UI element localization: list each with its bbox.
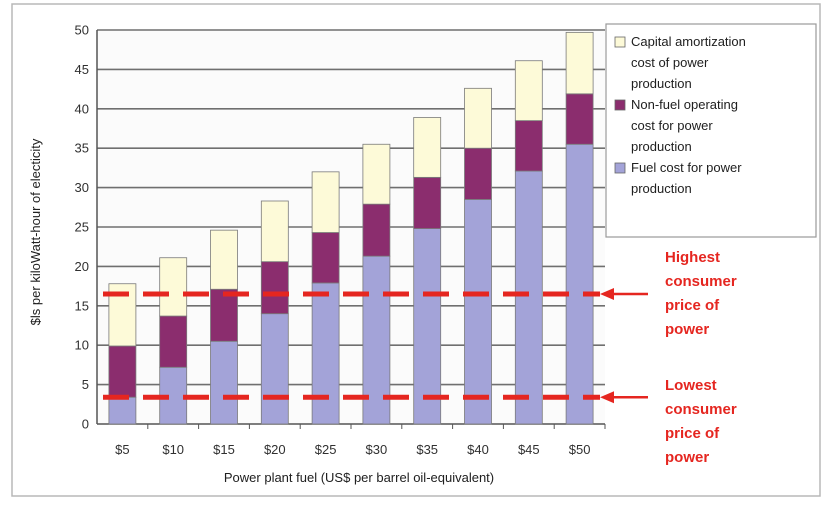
bar-segment-s1-4 bbox=[311, 232, 340, 284]
y-tick-label-15: 15 bbox=[75, 298, 89, 313]
x-tick-label-7: $40 bbox=[467, 442, 489, 457]
legend-label-2-line-1: production bbox=[631, 181, 692, 196]
x-tick-label-0: $5 bbox=[115, 442, 129, 457]
reference-label-0-line-3: power bbox=[665, 321, 709, 338]
reference-label-1-line-3: power bbox=[665, 449, 709, 466]
bar-segment-s0-7 bbox=[464, 199, 492, 425]
x-tick-label-8: $45 bbox=[518, 442, 540, 457]
reference-label-0-line-0: Highest bbox=[665, 249, 720, 266]
y-tick-label-20: 20 bbox=[75, 259, 89, 274]
legend-swatch-0 bbox=[614, 36, 626, 48]
y-tick-label-30: 30 bbox=[75, 180, 89, 195]
reference-label-0-line-1: consumer bbox=[665, 273, 737, 290]
bar-segment-s1-8 bbox=[514, 120, 543, 172]
bar-segment-s0-8 bbox=[514, 170, 543, 425]
reference-arrow-head-0 bbox=[600, 287, 614, 300]
y-tick-label-40: 40 bbox=[75, 101, 89, 116]
reference-label-0-line-2: price of bbox=[665, 297, 720, 314]
bar-segment-s1-1 bbox=[159, 315, 188, 368]
x-tick-label-5: $30 bbox=[366, 442, 388, 457]
legend-label-2-line-0: Fuel cost for power bbox=[631, 160, 742, 175]
bar-segment-s2-5 bbox=[362, 143, 391, 205]
bar-segment-s2-9 bbox=[565, 31, 594, 95]
legend-box bbox=[605, 23, 817, 238]
bar-segment-s2-6 bbox=[413, 117, 442, 178]
x-tick-label-4: $25 bbox=[315, 442, 337, 457]
bar-segment-s0-2 bbox=[210, 340, 238, 425]
y-tick-label-0: 0 bbox=[82, 417, 89, 432]
y-tick-label-45: 45 bbox=[75, 62, 89, 77]
legend-label-0-line-0: Capital amortization bbox=[631, 34, 746, 49]
bar-segment-s1-2 bbox=[210, 288, 238, 342]
bar-segment-s2-1 bbox=[159, 257, 188, 317]
x-axis-title: Power plant fuel (US$ per barrel oil-equ… bbox=[224, 470, 494, 485]
bar-segment-s0-0 bbox=[108, 396, 137, 425]
bar-segment-s2-8 bbox=[514, 60, 543, 122]
bar-segment-s2-3 bbox=[260, 200, 289, 263]
bar-segment-s2-2 bbox=[210, 229, 238, 290]
bar-segment-s1-5 bbox=[362, 203, 391, 257]
x-tick-label-6: $35 bbox=[416, 442, 438, 457]
bar-segment-s1-3 bbox=[260, 261, 289, 315]
reference-label-1-line-1: consumer bbox=[665, 401, 737, 418]
x-tick-label-1: $10 bbox=[162, 442, 184, 457]
reference-label-1-line-0: Lowest bbox=[665, 377, 717, 394]
legend-swatch-1 bbox=[614, 99, 626, 111]
x-tick-label-9: $50 bbox=[569, 442, 591, 457]
legend-swatch-2 bbox=[614, 162, 626, 174]
bar-segment-s2-4 bbox=[311, 171, 340, 233]
x-tick-label-2: $15 bbox=[213, 442, 235, 457]
bar-segment-s1-6 bbox=[413, 176, 442, 229]
reference-label-1-line-2: price of bbox=[665, 425, 720, 442]
y-tick-label-5: 5 bbox=[82, 377, 89, 392]
legend-label-1-line-2: production bbox=[631, 139, 692, 154]
bar-segment-s0-6 bbox=[413, 228, 442, 425]
legend-label-0-line-1: cost of power bbox=[631, 55, 709, 70]
bar-segment-s1-7 bbox=[464, 147, 492, 200]
legend-label-0-line-2: production bbox=[631, 76, 692, 91]
y-tick-label-25: 25 bbox=[75, 220, 89, 235]
y-axis-title: $ls per kiloWatt-hour of electicity bbox=[28, 138, 43, 325]
bar-segment-s0-4 bbox=[311, 282, 340, 425]
y-tick-label-35: 35 bbox=[75, 141, 89, 156]
bar-segment-s0-9 bbox=[565, 143, 594, 425]
x-tick-label-3: $20 bbox=[264, 442, 286, 457]
bar-segment-s0-3 bbox=[260, 313, 289, 425]
y-tick-label-10: 10 bbox=[75, 338, 89, 353]
bar-segment-s1-9 bbox=[565, 93, 594, 145]
reference-arrow-head-1 bbox=[600, 391, 614, 404]
legend-label-1-line-1: cost for power bbox=[631, 118, 713, 133]
legend-label-1-line-0: Non-fuel operating bbox=[631, 97, 738, 112]
bar-segment-s2-7 bbox=[464, 87, 492, 149]
bar-segment-s1-0 bbox=[108, 345, 137, 398]
y-tick-label-50: 50 bbox=[75, 23, 89, 38]
